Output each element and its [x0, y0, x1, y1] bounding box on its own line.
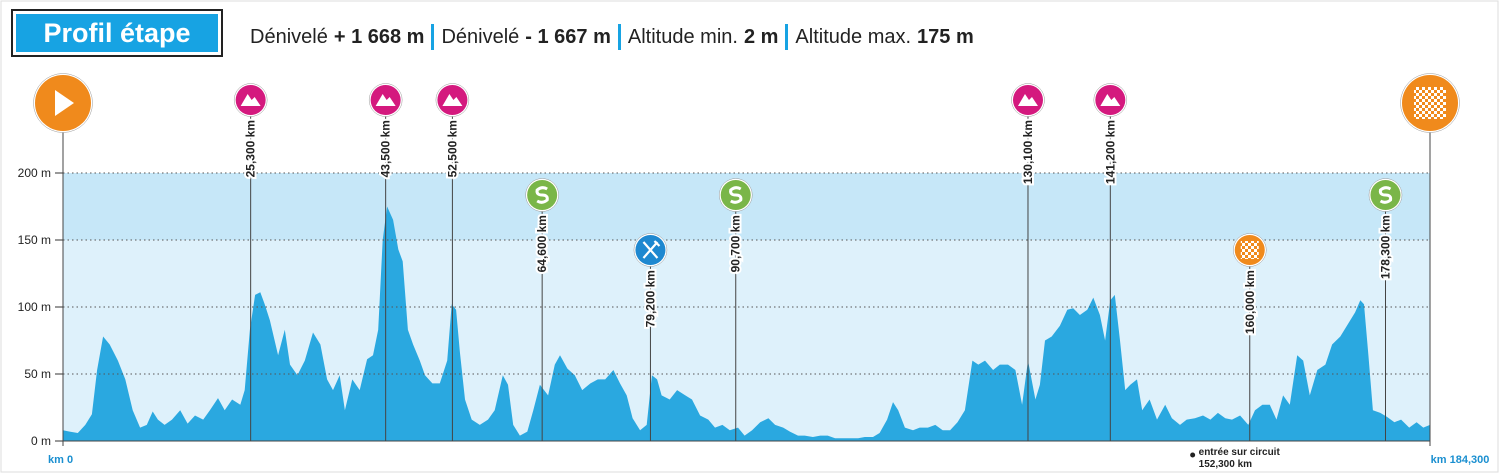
start-symbol: [55, 90, 74, 116]
feed-symbol: [642, 240, 661, 259]
circuit-entry-km: 152,300 km: [1199, 459, 1252, 470]
x-tick-label: km 184,300: [1431, 454, 1490, 466]
stat-value: - 1 667 m: [525, 25, 611, 48]
marker-label: 178,300 km: [1378, 215, 1392, 279]
x-tick-label: km 0: [48, 454, 73, 466]
mountain-symbol: [240, 94, 261, 106]
marker-label: 64,600 km: [535, 215, 549, 272]
sprint-symbol: [729, 186, 743, 204]
stats: Dénivelé + 1 668 m Dénivelé - 1 667 m Altitu…: [250, 24, 974, 50]
stat-label: Dénivelé: [250, 25, 328, 48]
circuit-entry-dot: [1190, 452, 1196, 458]
mountain-symbol: [375, 94, 396, 106]
marker-label: 90,700 km: [729, 215, 743, 272]
marker-label: 141,200 km: [1103, 120, 1117, 184]
marker-label: 160,000 km: [1243, 270, 1257, 334]
stat-value: + 1 668 m: [333, 25, 425, 48]
separator: [785, 24, 789, 50]
marker-label: 130,100 km: [1021, 120, 1035, 184]
separator: [431, 24, 435, 50]
sprint-symbol: [1378, 186, 1393, 204]
y-tick-label: 150 m: [18, 233, 51, 247]
checkered-flag: [1414, 87, 1446, 119]
stat-value: 175 m: [917, 25, 974, 48]
y-tick-label: 100 m: [18, 300, 51, 314]
marker-label: 52,500 km: [445, 120, 459, 177]
title-box: Profil étape: [11, 9, 223, 57]
stat-label: Altitude max.: [795, 25, 912, 48]
profile-area: [63, 206, 1430, 441]
y-tick-label: 0 m: [31, 434, 51, 448]
marker-label: 43,500 km: [379, 120, 393, 177]
separator: [617, 24, 621, 50]
mountain-symbol: [1017, 94, 1038, 106]
marker-label: 25,300 km: [244, 120, 258, 177]
y-tick-label: 50 m: [24, 367, 51, 381]
stat-label: Dénivelé: [441, 25, 520, 48]
marker-label: 79,200 km: [643, 270, 657, 327]
mountain-symbol: [1100, 94, 1121, 106]
stat-value: 2 m: [743, 25, 779, 48]
y-tick-label: 200 m: [18, 166, 51, 180]
page-title: Profil étape: [16, 14, 218, 52]
stat-label: Altitude min.: [627, 25, 738, 48]
checkered-flag: [1240, 241, 1259, 259]
mountain-symbol: [442, 94, 463, 106]
sprint-symbol: [535, 186, 549, 204]
circuit-entry-label: entrée sur circuit: [1199, 447, 1281, 458]
